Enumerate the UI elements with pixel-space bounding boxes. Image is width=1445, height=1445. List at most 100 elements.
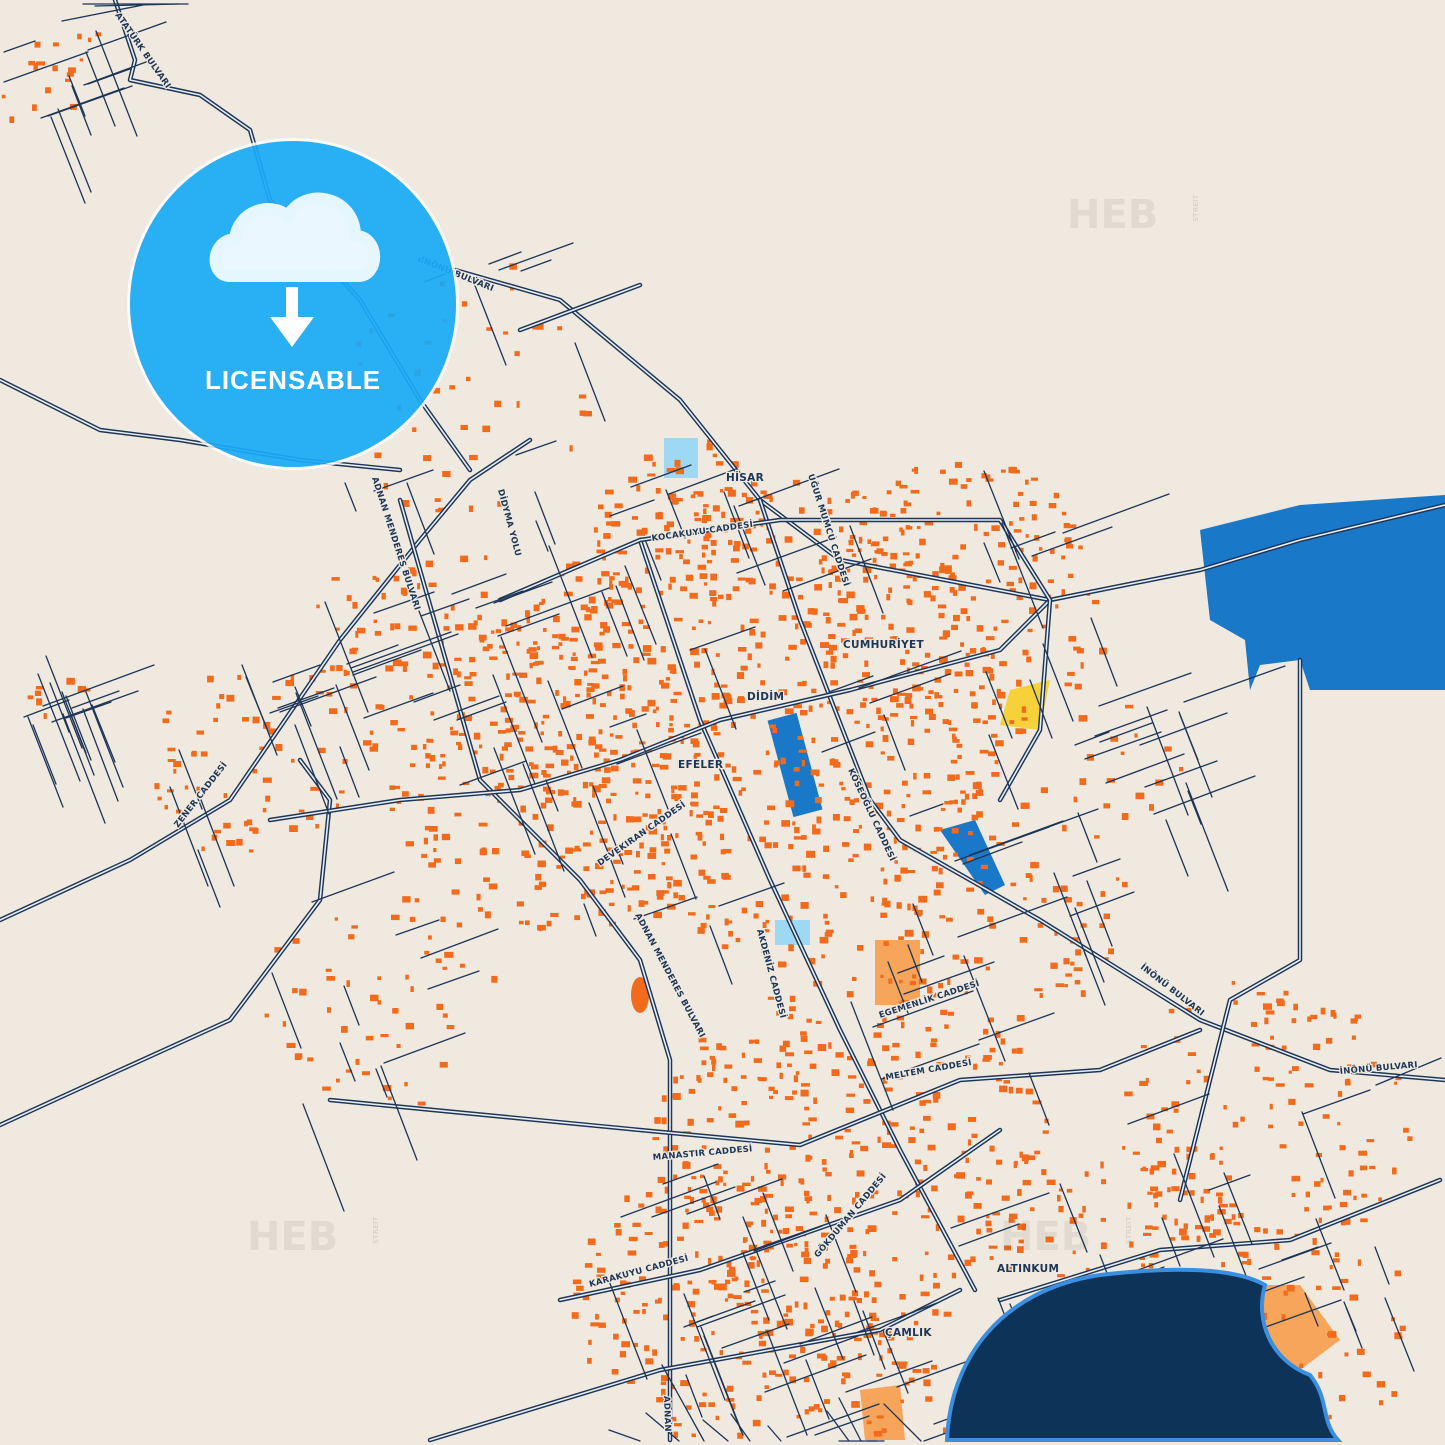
building xyxy=(949,587,955,593)
building xyxy=(1074,980,1081,985)
building xyxy=(757,663,761,668)
building xyxy=(636,485,641,492)
building xyxy=(836,1355,846,1361)
building xyxy=(663,1146,670,1154)
building xyxy=(825,1258,831,1264)
building xyxy=(1029,875,1033,882)
building xyxy=(770,1229,774,1234)
building xyxy=(585,714,594,719)
building xyxy=(468,696,476,702)
building xyxy=(479,637,485,643)
building xyxy=(863,843,872,851)
building xyxy=(703,504,709,508)
building xyxy=(1179,767,1184,772)
building xyxy=(694,661,700,668)
building xyxy=(491,630,495,634)
building xyxy=(1211,1153,1215,1159)
street xyxy=(95,30,138,137)
street xyxy=(493,581,553,604)
building xyxy=(1029,500,1037,506)
label-hisar: HİSAR xyxy=(726,470,764,484)
building xyxy=(369,730,374,735)
building xyxy=(985,1220,992,1227)
street xyxy=(702,1419,729,1442)
building xyxy=(1021,1154,1029,1162)
building xyxy=(1203,1188,1210,1194)
street xyxy=(339,1042,356,1082)
building xyxy=(881,644,885,648)
building xyxy=(874,574,878,580)
building xyxy=(196,730,205,735)
building xyxy=(643,625,650,629)
building xyxy=(908,1137,916,1143)
building xyxy=(841,1378,846,1385)
building xyxy=(910,489,920,494)
building xyxy=(173,761,182,767)
building xyxy=(501,619,508,627)
licensable-badge[interactable]: LICENSABLE xyxy=(130,141,456,467)
building xyxy=(985,579,991,584)
building xyxy=(882,1076,888,1084)
bay-water xyxy=(944,1267,1343,1442)
street xyxy=(271,972,302,1049)
building xyxy=(869,1270,875,1277)
building xyxy=(989,1047,996,1053)
watermark-heb: HEB xyxy=(1067,192,1158,238)
building xyxy=(697,927,705,934)
building xyxy=(536,646,541,650)
building xyxy=(901,1021,905,1029)
building xyxy=(894,860,898,864)
building xyxy=(919,1274,924,1281)
building xyxy=(694,1336,699,1342)
building xyxy=(701,552,706,558)
building xyxy=(563,591,573,597)
street xyxy=(828,675,874,693)
building xyxy=(951,1272,957,1279)
building xyxy=(557,855,566,859)
building xyxy=(852,629,856,636)
building xyxy=(1008,1086,1014,1094)
building xyxy=(663,1314,669,1321)
building xyxy=(702,1392,707,1397)
building xyxy=(914,1159,921,1165)
building xyxy=(707,621,711,625)
street xyxy=(1010,531,1056,549)
building xyxy=(671,785,678,790)
building xyxy=(812,609,818,615)
building xyxy=(881,552,888,556)
building xyxy=(860,702,867,708)
street xyxy=(845,1360,933,1393)
sand-area xyxy=(875,940,920,1005)
building xyxy=(843,816,851,822)
building xyxy=(1357,1259,1361,1266)
building xyxy=(925,1396,933,1402)
building xyxy=(560,636,569,641)
building xyxy=(583,866,590,871)
building xyxy=(873,1032,882,1038)
building xyxy=(1074,683,1082,690)
building xyxy=(620,1280,627,1286)
building xyxy=(892,688,898,695)
building xyxy=(717,815,724,822)
building xyxy=(1153,1123,1161,1131)
label-devekiran: DEVEKIRAN CADDESİ xyxy=(595,799,688,868)
building xyxy=(713,732,721,736)
building xyxy=(529,662,533,669)
building xyxy=(543,773,551,778)
building xyxy=(1,94,6,99)
main-road xyxy=(419,259,1445,601)
building xyxy=(656,1397,665,1403)
building xyxy=(552,634,559,639)
building xyxy=(834,885,839,889)
building xyxy=(832,814,840,821)
building xyxy=(677,762,686,769)
building xyxy=(882,536,889,542)
building xyxy=(737,577,746,581)
building xyxy=(864,1291,869,1298)
building xyxy=(1292,1066,1299,1071)
building xyxy=(742,1360,751,1365)
building xyxy=(489,721,498,726)
building xyxy=(535,323,544,330)
building xyxy=(1393,1081,1398,1085)
